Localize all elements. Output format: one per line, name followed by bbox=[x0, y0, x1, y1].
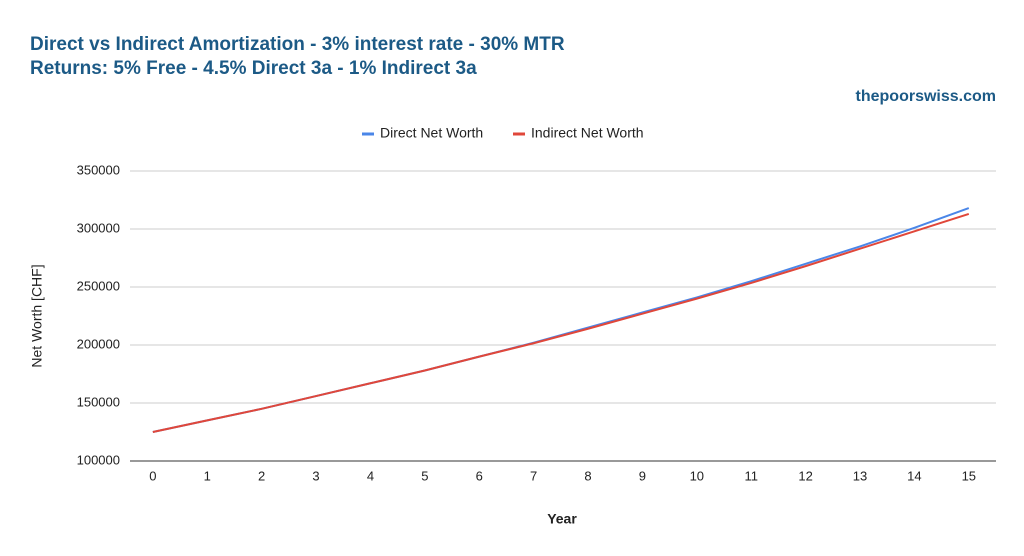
x-tick-label: 8 bbox=[584, 468, 591, 483]
y-tick-label: 150000 bbox=[77, 394, 120, 409]
x-tick-label: 6 bbox=[476, 468, 483, 483]
x-tick-label: 15 bbox=[962, 468, 976, 483]
x-tick-label: 1 bbox=[204, 468, 211, 483]
y-tick-label: 350000 bbox=[77, 162, 120, 177]
y-tick-label: 200000 bbox=[77, 336, 120, 351]
line-series bbox=[152, 212, 970, 433]
chart-subtitle: Returns: 5% Free - 4.5% Direct 3a - 1% I… bbox=[30, 58, 477, 79]
x-tick-label: 0 bbox=[149, 468, 156, 483]
x-tick-label: 10 bbox=[690, 468, 704, 483]
y-axis-label: Net Worth [CHF] bbox=[29, 264, 45, 367]
x-tick-label: 12 bbox=[798, 468, 812, 483]
x-tick-label: 13 bbox=[853, 468, 867, 483]
x-tick-label: 14 bbox=[907, 468, 921, 483]
x-tick-label: 7 bbox=[530, 468, 537, 483]
legend-label: Indirect Net Worth bbox=[531, 125, 644, 141]
chart-title: Direct vs Indirect Amortization - 3% int… bbox=[30, 34, 565, 55]
y-tick-label: 300000 bbox=[77, 220, 120, 235]
y-tick-label: 100000 bbox=[77, 452, 120, 467]
x-tick-label: 5 bbox=[421, 468, 428, 483]
x-tick-label: 3 bbox=[312, 468, 319, 483]
x-tick-label: 9 bbox=[639, 468, 646, 483]
legend-label: Direct Net Worth bbox=[380, 125, 483, 141]
x-tick-label: 4 bbox=[367, 468, 374, 483]
y-tick-label: 250000 bbox=[77, 278, 120, 293]
x-tick-label: 11 bbox=[744, 468, 758, 483]
x-tick-label: 2 bbox=[258, 468, 265, 483]
x-axis-label: Year bbox=[547, 511, 577, 527]
source: thepoorswiss.com bbox=[856, 88, 996, 105]
